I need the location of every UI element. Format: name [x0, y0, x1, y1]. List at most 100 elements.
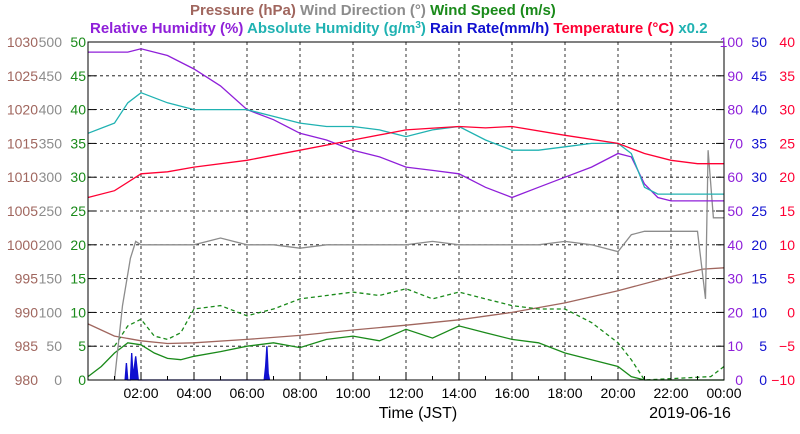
- y-left-tick-label: 30: [70, 169, 86, 185]
- series-layer: [87, 48, 725, 381]
- y-right-tick-label: 45: [751, 68, 767, 84]
- y-right-tick-label: 30: [751, 169, 767, 185]
- y-right-tick-label: 15: [751, 271, 767, 287]
- series-line: [87, 125, 724, 199]
- x-tick-label: 08:00: [282, 385, 317, 401]
- series-line: [87, 91, 724, 195]
- y-right-tick-label: 0: [759, 372, 767, 388]
- y-left-tick-label: 5: [78, 338, 86, 354]
- y-left-tick-label: 100: [39, 304, 63, 320]
- series-line: [88, 48, 724, 202]
- y-left-tick-label: 300: [39, 169, 63, 185]
- series-line: [87, 267, 725, 345]
- y-right-tick-label: 30: [779, 102, 795, 118]
- legend: Pressure (hPa) Wind Direction (°) Wind S…: [90, 2, 708, 37]
- legend-entry: x0.2: [674, 20, 707, 37]
- y-right-tick-label: 0: [787, 304, 795, 320]
- y-left-tick-label: 250: [39, 203, 63, 219]
- y-right-tick-label: 90: [727, 68, 743, 84]
- y-left-tick-label: 1000: [7, 237, 38, 253]
- y-left-tick-label: 150: [39, 271, 63, 287]
- y-left-tick-label: 1010: [7, 169, 38, 185]
- y-left-tick-label: 40: [70, 102, 86, 118]
- axes: 02:00 04:00 06:00 08:00 10:00 12:00 14:00 16:00…: [7, 34, 795, 401]
- y-right-tick-label: 25: [779, 135, 795, 151]
- legend-entry-tail: ): [421, 20, 426, 37]
- x-tick-label: 12:00: [388, 385, 423, 401]
- y-right-tick-label: 100: [720, 34, 744, 50]
- y-left-tick-label: 10: [70, 304, 86, 320]
- y-right-tick-label: 10: [779, 237, 795, 253]
- x-axis-label: Time (JST): [379, 405, 458, 422]
- y-right-tick-label: 40: [779, 34, 795, 50]
- y-left-tick-label: 50: [46, 338, 62, 354]
- legend-entry: Relative Humidity (%): [90, 20, 243, 37]
- y-right-tick-label: 20: [751, 237, 767, 253]
- series-line: [113, 150, 724, 381]
- y-right-tick-label: 50: [727, 203, 743, 219]
- y-left-tick-label: 20: [70, 237, 86, 253]
- y-left-tick-label: 35: [70, 135, 86, 151]
- legend-sup: 3: [415, 20, 421, 31]
- y-right-tick-label: 40: [751, 102, 767, 118]
- y-right-tick-label: 70: [727, 135, 743, 151]
- series-line: [113, 288, 725, 381]
- y-right-tick-label: 30: [727, 271, 743, 287]
- y-right-tick-label: 5: [787, 271, 795, 287]
- x-tick-label: 14:00: [441, 385, 476, 401]
- series-line: [87, 325, 724, 381]
- legend-row2: Relative Humidity (%) Absolute Humidity …: [90, 20, 708, 38]
- y-left-tick-label: 1020: [7, 102, 38, 118]
- legend-entry: Wind Direction (°): [296, 2, 426, 19]
- x-tick-label: 16:00: [494, 385, 529, 401]
- y-right-tick-label: 10: [751, 304, 767, 320]
- y-left-tick-label: 1005: [7, 203, 38, 219]
- y-right-tick-label: 35: [751, 135, 767, 151]
- y-right-tick-label: 20: [727, 304, 743, 320]
- legend-entry: Absolute Humidity (g/m: [243, 20, 415, 37]
- y-left-tick-label: 0: [78, 372, 86, 388]
- y-right-tick-label: 5: [759, 338, 767, 354]
- y-left-tick-label: 50: [70, 34, 86, 50]
- x-tick-label: 22:00: [653, 385, 688, 401]
- y-left-tick-label: 1015: [7, 135, 38, 151]
- y-left-tick-label: 400: [39, 102, 63, 118]
- x-tick-label: 10:00: [335, 385, 370, 401]
- legend-entry: Pressure (hPa): [190, 2, 296, 19]
- y-left-tick-label: 15: [70, 271, 86, 287]
- y-left-tick-label: 350: [39, 135, 63, 151]
- x-tick-label: 18:00: [547, 385, 582, 401]
- legend-entry: Wind Speed (m/s): [426, 2, 556, 19]
- y-left-tick-label: 995: [15, 271, 39, 287]
- y-right-tick-label: 35: [779, 68, 795, 84]
- y-left-tick-label: 500: [39, 34, 63, 50]
- y-left-tick-label: 985: [15, 338, 39, 354]
- y-right-tick-label: 50: [751, 34, 767, 50]
- y-left-tick-label: 980: [15, 372, 39, 388]
- y-right-tick-label: 60: [727, 169, 743, 185]
- legend-entry: Rain Rate(mm/h): [426, 20, 549, 37]
- y-left-tick-label: 990: [15, 304, 39, 320]
- date-label: 2019-06-16: [649, 405, 731, 422]
- legend-row1: Pressure (hPa) Wind Direction (°) Wind S…: [190, 2, 556, 19]
- series-line: [124, 346, 271, 381]
- y-left-tick-label: 1030: [7, 34, 38, 50]
- x-tick-label: 06:00: [229, 385, 264, 401]
- y-left-tick-label: 200: [39, 237, 63, 253]
- y-right-tick-label: −5: [779, 338, 795, 354]
- y-right-tick-label: 15: [779, 203, 795, 219]
- x-tick-label: 02:00: [123, 385, 158, 401]
- x-tick-label: 00:00: [706, 385, 741, 401]
- x-tick-label: 20:00: [600, 385, 635, 401]
- y-left-tick-label: 0: [54, 372, 62, 388]
- y-right-tick-label: 80: [727, 102, 743, 118]
- y-right-tick-label: 20: [779, 169, 795, 185]
- y-left-tick-label: 1025: [7, 68, 38, 84]
- y-right-tick-label: 40: [727, 237, 743, 253]
- x-tick-label: 04:00: [176, 385, 211, 401]
- y-left-tick-label: 25: [70, 203, 86, 219]
- y-right-tick-label: 25: [751, 203, 767, 219]
- y-left-tick-label: 45: [70, 68, 86, 84]
- y-left-tick-label: 450: [39, 68, 63, 84]
